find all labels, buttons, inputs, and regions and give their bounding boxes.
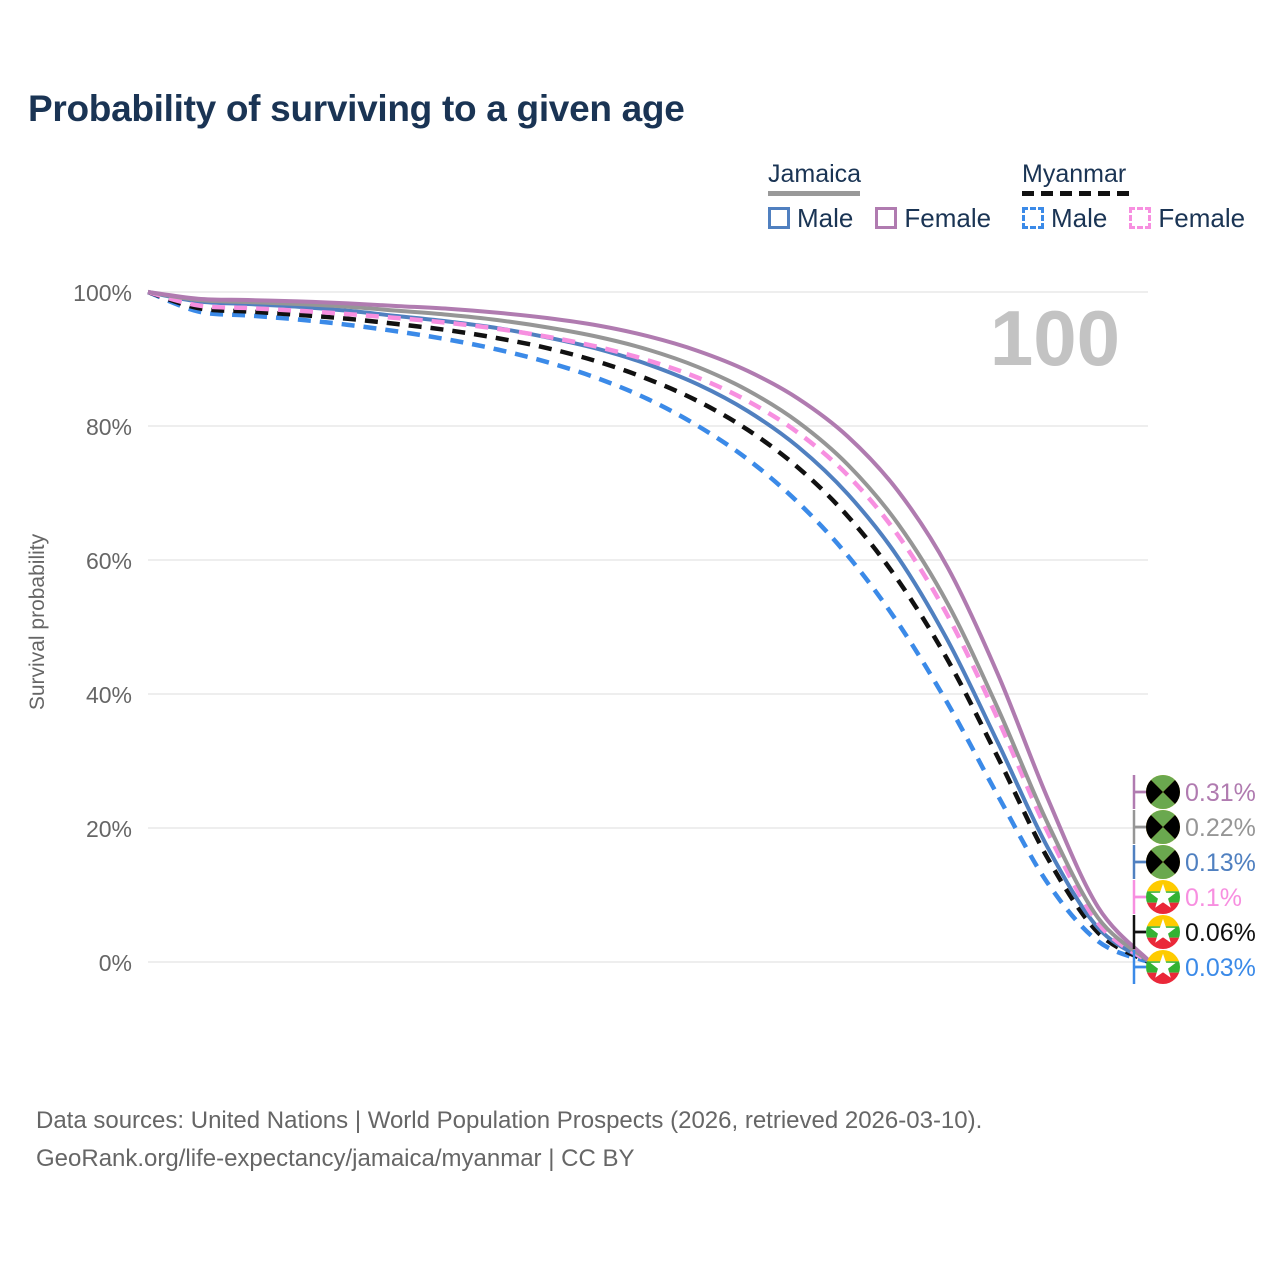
legend-swatch-jamaica-male-icon — [768, 207, 790, 229]
series-line-myanmar-male — [147, 289, 1149, 964]
chart-plot-area: 0%20%40%60%80%100% 102030405060708090100… — [0, 270, 1280, 990]
y-tick-label: 0% — [99, 950, 132, 976]
footer-sources: Data sources: United Nations | World Pop… — [36, 1102, 982, 1178]
y-tick-label: 100% — [73, 280, 132, 306]
series-lines — [147, 289, 1150, 964]
survival-line-chart: 0%20%40%60%80%100% 102030405060708090100… — [26, 280, 1256, 984]
series-line-jamaica-female — [147, 290, 1150, 962]
legend-item-jamaica-female[interactable]: Female — [875, 205, 991, 231]
watermark-age-100: 100 — [990, 294, 1120, 382]
legend-item-jamaica-male[interactable]: Male — [768, 205, 853, 231]
legend-label-jamaica-female: Female — [904, 203, 992, 233]
legend-swatch-jamaica-female-icon — [875, 207, 898, 229]
end-label-value: 0.31% — [1185, 779, 1256, 807]
legend-group-jamaica: Jamaica Male Female — [768, 160, 998, 231]
end-label-value: 0.1% — [1185, 884, 1242, 912]
end-label-value: 0.13% — [1185, 849, 1256, 877]
footer-line-2: GeoRank.org/life-expectancy/jamaica/myan… — [36, 1145, 635, 1172]
end-label-value: 0.06% — [1185, 919, 1256, 947]
legend-label-myanmar-female: Female — [1158, 203, 1246, 233]
y-tick-label: 80% — [86, 414, 132, 440]
gridlines — [148, 291, 1148, 963]
end-label-row: 0.06% — [1134, 915, 1256, 949]
end-label-value: 0.22% — [1185, 814, 1256, 842]
end-label-value: 0.03% — [1185, 954, 1256, 982]
series-line-myanmar-total — [147, 289, 1150, 964]
legend-swatch-myanmar-male-icon — [1022, 207, 1044, 229]
chart-legend: Jamaica Male Female Myanmar Male Female — [760, 160, 1260, 250]
end-label-row: 0.1% — [1134, 880, 1242, 914]
end-label-row: 0.13% — [1134, 845, 1256, 879]
legend-group-myanmar: Myanmar Male Female — [1022, 160, 1262, 231]
series-line-myanmar-female — [147, 289, 1150, 964]
footer-line-1: Data sources: United Nations | World Pop… — [36, 1107, 983, 1134]
legend-label-jamaica-male: Male — [797, 203, 854, 233]
series-line-jamaica-total — [147, 290, 1150, 963]
y-tick-label: 20% — [86, 816, 132, 842]
legend-group-title-myanmar: Myanmar — [1022, 160, 1127, 188]
y-tick-label: 60% — [86, 548, 132, 574]
end-label-row: 0.03% — [1134, 950, 1256, 984]
legend-label-myanmar-male: Male — [1051, 203, 1108, 233]
y-axis-tick-labels: 0% 20% 40% 60% 80% 100% — [73, 280, 132, 976]
legend-rule-jamaica — [768, 191, 860, 196]
end-labels: 0.31% 0.22% 0.13% 0.1% 0.06% 0.03% — [1132, 775, 1256, 984]
series-line-jamaica-male — [147, 290, 1150, 963]
end-label-row: 0.31% — [1134, 775, 1256, 809]
page-title: Probability of surviving to a given age — [28, 88, 685, 129]
y-tick-label: 40% — [86, 682, 132, 708]
y-axis-title: Survival probability — [26, 533, 49, 710]
leader-lines — [1132, 775, 1146, 984]
legend-item-myanmar-female[interactable]: Female — [1129, 205, 1245, 231]
legend-group-title-jamaica: Jamaica — [768, 160, 862, 188]
legend-swatch-myanmar-female-icon — [1129, 207, 1152, 229]
legend-rule-myanmar — [1022, 191, 1135, 196]
legend-item-myanmar-male[interactable]: Male — [1022, 205, 1107, 231]
end-label-row: 0.22% — [1134, 810, 1256, 844]
